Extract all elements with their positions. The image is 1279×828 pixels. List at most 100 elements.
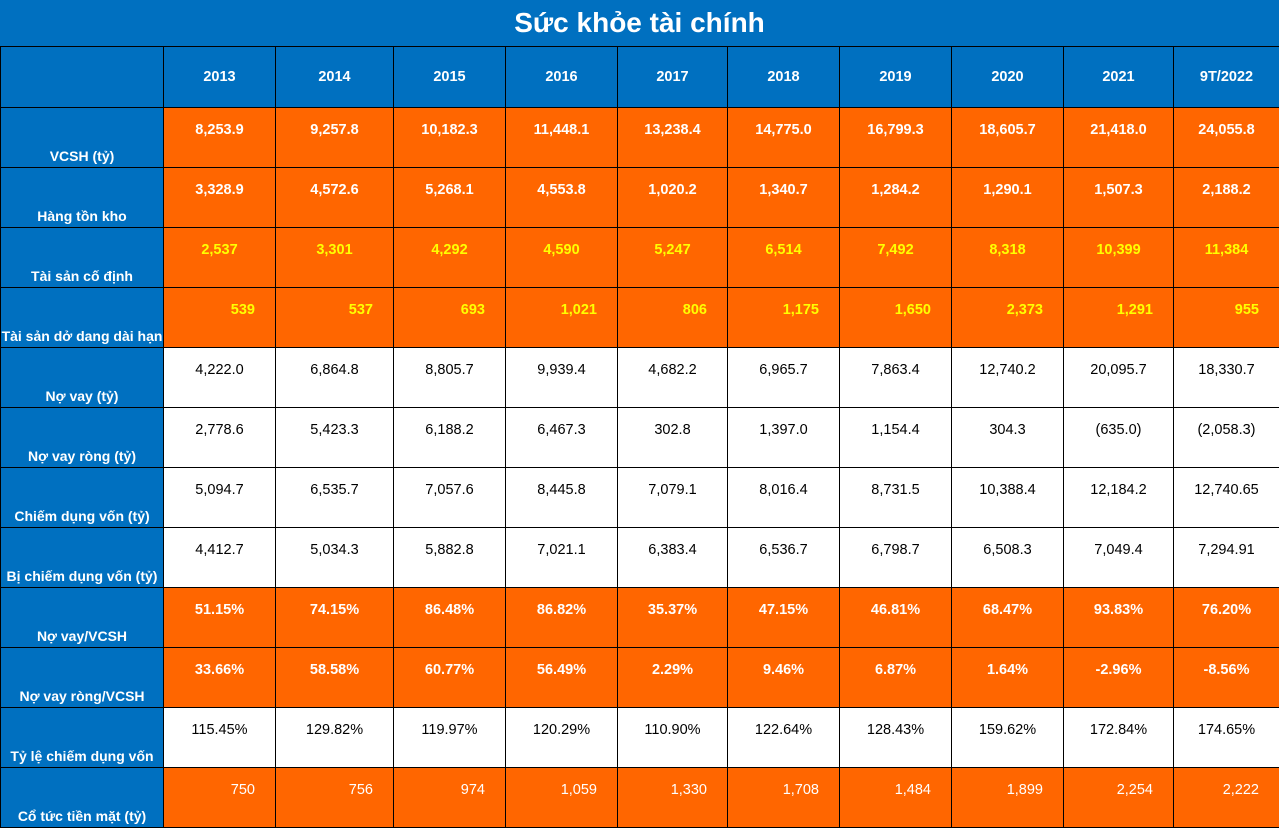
table-cell: (635.0) bbox=[1064, 408, 1174, 468]
table-cell: 7,492 bbox=[840, 228, 952, 288]
table-cell: 33.66% bbox=[164, 648, 276, 708]
table-cell: 3,328.9 bbox=[164, 168, 276, 228]
table-cell: 60.77% bbox=[394, 648, 506, 708]
table-cell: 4,292 bbox=[394, 228, 506, 288]
table-cell: 6,536.7 bbox=[728, 528, 840, 588]
table-cell: 6,514 bbox=[728, 228, 840, 288]
table-cell: 110.90% bbox=[618, 708, 728, 768]
table-cell: 16,799.3 bbox=[840, 108, 952, 168]
row-label: Bị chiếm dụng vốn (tỷ) bbox=[1, 528, 164, 588]
table-cell: 806 bbox=[618, 288, 728, 348]
table-cell: 1,284.2 bbox=[840, 168, 952, 228]
table-cell: 6,798.7 bbox=[840, 528, 952, 588]
table-cell: 6,535.7 bbox=[276, 468, 394, 528]
table-cell: 35.37% bbox=[618, 588, 728, 648]
table-cell: 1.64% bbox=[952, 648, 1064, 708]
table-cell: 129.82% bbox=[276, 708, 394, 768]
table-cell: 47.15% bbox=[728, 588, 840, 648]
table-cell: 5,423.3 bbox=[276, 408, 394, 468]
table-cell: 174.65% bbox=[1174, 708, 1279, 768]
table-cell: 2,188.2 bbox=[1174, 168, 1279, 228]
table-cell: -2.96% bbox=[1064, 648, 1174, 708]
table-cell: 7,079.1 bbox=[618, 468, 728, 528]
row-label: Tỷ lệ chiếm dụng vốn bbox=[1, 708, 164, 768]
table-cell: 74.15% bbox=[276, 588, 394, 648]
table-cell: 1,708 bbox=[728, 768, 840, 828]
row-label: Tài sản cố định bbox=[1, 228, 164, 288]
table-cell: 4,682.2 bbox=[618, 348, 728, 408]
table-cell: 955 bbox=[1174, 288, 1279, 348]
table-cell: 12,740.65 bbox=[1174, 468, 1279, 528]
table-cell: 14,775.0 bbox=[728, 108, 840, 168]
row-label: Chiếm dụng vốn (tỷ) bbox=[1, 468, 164, 528]
year-header-cell: 2020 bbox=[952, 47, 1064, 108]
table-cell: 4,590 bbox=[506, 228, 618, 288]
table-cell: 86.82% bbox=[506, 588, 618, 648]
year-header-cell: 2015 bbox=[394, 47, 506, 108]
table-cell: 1,175 bbox=[728, 288, 840, 348]
table-cell: 21,418.0 bbox=[1064, 108, 1174, 168]
table-cell: 122.64% bbox=[728, 708, 840, 768]
table-cell: 120.29% bbox=[506, 708, 618, 768]
table-cell: 93.83% bbox=[1064, 588, 1174, 648]
table-cell: 1,650 bbox=[840, 288, 952, 348]
table-cell: 1,330 bbox=[618, 768, 728, 828]
header-corner-cell bbox=[1, 47, 164, 108]
table-cell: 5,034.3 bbox=[276, 528, 394, 588]
table-cell: 4,222.0 bbox=[164, 348, 276, 408]
table-cell: 9.46% bbox=[728, 648, 840, 708]
row-label: Nợ vay/VCSH bbox=[1, 588, 164, 648]
table-cell: 6.87% bbox=[840, 648, 952, 708]
table-cell: 8,731.5 bbox=[840, 468, 952, 528]
year-header-cell: 2017 bbox=[618, 47, 728, 108]
table-cell: 6,467.3 bbox=[506, 408, 618, 468]
table-cell: 693 bbox=[394, 288, 506, 348]
table-cell: 8,445.8 bbox=[506, 468, 618, 528]
table-cell: 2,537 bbox=[164, 228, 276, 288]
table-cell: 10,182.3 bbox=[394, 108, 506, 168]
table-cell: 8,318 bbox=[952, 228, 1064, 288]
row-label: Nợ vay ròng (tỷ) bbox=[1, 408, 164, 468]
table-cell: 5,094.7 bbox=[164, 468, 276, 528]
year-header-cell: 9T/2022 bbox=[1174, 47, 1279, 108]
year-header-cell: 2021 bbox=[1064, 47, 1174, 108]
table-cell: 68.47% bbox=[952, 588, 1064, 648]
year-header-cell: 2019 bbox=[840, 47, 952, 108]
table-cell: 1,507.3 bbox=[1064, 168, 1174, 228]
table-cell: 7,863.4 bbox=[840, 348, 952, 408]
table-cell: 1,899 bbox=[952, 768, 1064, 828]
table-cell: 6,508.3 bbox=[952, 528, 1064, 588]
year-header-cell: 2014 bbox=[276, 47, 394, 108]
table-cell: 4,572.6 bbox=[276, 168, 394, 228]
table-cell: 1,397.0 bbox=[728, 408, 840, 468]
table-cell: 11,384 bbox=[1174, 228, 1279, 288]
table-cell: 20,095.7 bbox=[1064, 348, 1174, 408]
year-header-cell: 2016 bbox=[506, 47, 618, 108]
table-cell: 6,188.2 bbox=[394, 408, 506, 468]
row-label: VCSH (tỷ) bbox=[1, 108, 164, 168]
year-header-cell: 2018 bbox=[728, 47, 840, 108]
table-cell: 13,238.4 bbox=[618, 108, 728, 168]
table-cell: 1,291 bbox=[1064, 288, 1174, 348]
table-cell: 115.45% bbox=[164, 708, 276, 768]
table-cell: 974 bbox=[394, 768, 506, 828]
table-cell: 1,154.4 bbox=[840, 408, 952, 468]
row-label: Cổ tức tiền mặt (tỷ) bbox=[1, 768, 164, 828]
table-cell: 539 bbox=[164, 288, 276, 348]
table-cell: 1,059 bbox=[506, 768, 618, 828]
table-cell: 12,740.2 bbox=[952, 348, 1064, 408]
row-label: Nợ vay ròng/VCSH bbox=[1, 648, 164, 708]
table-cell: 9,257.8 bbox=[276, 108, 394, 168]
table-cell: 2,373 bbox=[952, 288, 1064, 348]
table-cell: 51.15% bbox=[164, 588, 276, 648]
table-cell: 4,553.8 bbox=[506, 168, 618, 228]
